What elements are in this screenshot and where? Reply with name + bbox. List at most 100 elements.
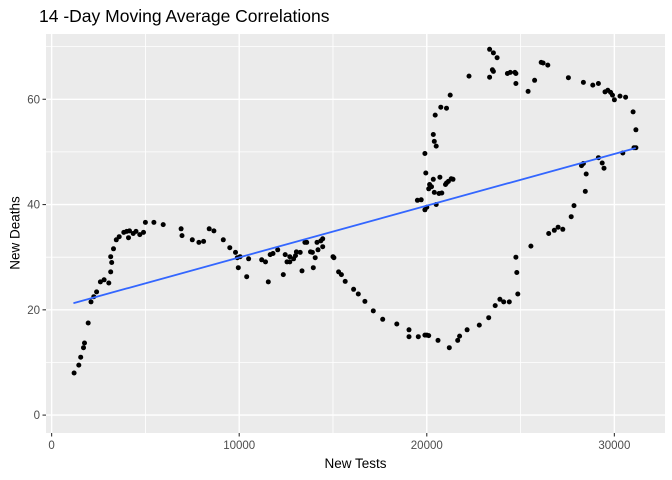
scatter-point xyxy=(201,238,207,244)
scatter-point xyxy=(275,247,281,253)
scatter-point xyxy=(370,308,376,314)
scatter-point xyxy=(106,280,112,286)
scatter-point xyxy=(233,249,238,255)
scatter-point xyxy=(513,81,519,86)
scatter-point xyxy=(466,73,472,79)
scatter-point xyxy=(270,251,276,256)
scatter-point xyxy=(101,277,107,283)
scatter-point xyxy=(551,227,557,233)
scatter-point xyxy=(133,228,139,234)
scatter-point xyxy=(108,254,114,260)
scatter-point xyxy=(490,68,496,74)
scatter-point xyxy=(506,299,512,305)
scatter-point xyxy=(126,235,131,241)
scatter-point xyxy=(137,232,143,238)
scatter-point xyxy=(82,340,87,346)
scatter-point xyxy=(439,190,445,196)
scatter-point xyxy=(455,337,461,343)
chart-title: 14 -Day Moving Average Correlations xyxy=(39,6,330,26)
y-tick-label: 0 xyxy=(34,410,40,422)
scatter-point xyxy=(235,265,241,271)
scatter-point xyxy=(342,278,348,284)
scatter-point xyxy=(71,370,77,376)
scatter-point xyxy=(582,188,588,194)
scatter-point xyxy=(435,337,441,343)
scatter-point xyxy=(580,79,586,85)
scatter-point xyxy=(76,362,82,368)
scatter-point xyxy=(431,138,437,144)
scatter-point xyxy=(263,259,268,265)
y-tick-label: 20 xyxy=(27,305,40,317)
scatter-point xyxy=(299,268,305,274)
scatter-point xyxy=(211,228,217,234)
scatter-point xyxy=(380,316,386,322)
scatter-point xyxy=(406,327,412,333)
scatter-point xyxy=(355,291,361,297)
x-axis-title: New Tests xyxy=(324,456,387,471)
scatter-point xyxy=(142,219,148,225)
scatter-point xyxy=(293,249,299,255)
scatter-point xyxy=(630,109,636,115)
scatter-point xyxy=(437,174,443,180)
scatter-point xyxy=(297,249,303,255)
scatter-point xyxy=(88,299,94,305)
scatter-point xyxy=(220,237,226,243)
scatter-point xyxy=(476,322,482,328)
scatter-point xyxy=(565,75,571,81)
scatter-point xyxy=(406,334,412,340)
scatter-point xyxy=(490,50,496,56)
scatter-point xyxy=(338,272,344,278)
scatter-point xyxy=(196,239,202,245)
scatter-point xyxy=(633,127,639,133)
scatter-point xyxy=(430,132,436,137)
scatter-point xyxy=(532,77,538,83)
scatter-point xyxy=(97,279,103,285)
x-tick-label: 0 xyxy=(48,440,54,452)
scatter-point xyxy=(394,321,400,327)
scatter-point xyxy=(497,296,503,302)
scatter-point xyxy=(431,189,437,195)
scatter-point xyxy=(450,176,456,182)
scatter-point xyxy=(320,236,326,242)
scatter-point xyxy=(280,272,286,278)
scatter-point xyxy=(513,71,519,76)
scatter-point xyxy=(430,176,436,182)
scatter-point xyxy=(546,231,552,236)
scatter-point xyxy=(259,257,265,263)
scatter-point xyxy=(595,81,601,86)
scatter-point xyxy=(81,345,86,351)
scatter-point xyxy=(116,234,122,240)
scatter-point xyxy=(331,255,337,261)
scatter-point xyxy=(151,219,157,225)
scatter-point xyxy=(432,112,438,118)
scatter-point xyxy=(418,197,424,203)
scatter-point xyxy=(611,97,617,103)
scatter-point xyxy=(486,315,492,321)
scatter-point xyxy=(438,104,444,110)
y-axis-title: New Deaths xyxy=(7,196,23,270)
scatter-point xyxy=(429,184,434,190)
scatter-point xyxy=(189,237,195,243)
scatter-point xyxy=(78,354,84,360)
y-tick-label: 60 xyxy=(27,94,40,106)
scatter-point xyxy=(617,93,623,99)
scatter-point xyxy=(109,260,115,265)
scatter-point xyxy=(282,252,288,258)
scatter-point xyxy=(568,214,574,220)
scatter-point xyxy=(590,82,596,88)
scatter-point xyxy=(446,345,452,351)
scatter-point xyxy=(244,274,250,280)
scatter-point xyxy=(227,245,233,251)
scatter-point xyxy=(206,226,212,232)
scatter-point xyxy=(560,226,566,232)
scatter-point xyxy=(599,160,605,166)
scatter-point xyxy=(94,289,100,295)
x-tick-label: 30000 xyxy=(598,440,630,452)
scatter-point xyxy=(610,92,615,98)
scatter-point xyxy=(314,239,320,245)
scatter-point xyxy=(85,320,91,326)
trend-line xyxy=(73,147,636,304)
scatter-point xyxy=(127,228,132,234)
scatter-point xyxy=(178,226,184,232)
